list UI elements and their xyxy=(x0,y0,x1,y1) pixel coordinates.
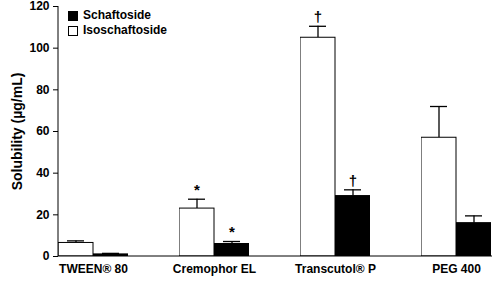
svg-text:†: † xyxy=(349,172,357,189)
svg-text:TWEEN® 80: TWEEN® 80 xyxy=(59,262,128,276)
svg-text:Cremophor EL: Cremophor EL xyxy=(173,262,256,276)
html-text:Schaftoside: Schaftoside xyxy=(83,8,151,22)
svg-text:20: 20 xyxy=(36,208,50,222)
svg-text:PEG 400: PEG 400 xyxy=(432,262,481,276)
svg-text:120: 120 xyxy=(29,0,49,13)
svg-text:100: 100 xyxy=(29,41,49,55)
svg-text:*: * xyxy=(194,181,200,198)
svg-text:60: 60 xyxy=(36,124,50,138)
svg-text:Transcutol® P: Transcutol® P xyxy=(295,262,376,276)
svg-text:0: 0 xyxy=(43,249,50,263)
svg-text:40: 40 xyxy=(36,166,50,180)
svg-text:80: 80 xyxy=(36,83,50,97)
svg-text:Solubility (µg/mL): Solubility (µg/mL) xyxy=(9,73,25,191)
html-text:Isoschaftoside: Isoschaftoside xyxy=(83,23,167,37)
svg-text:†: † xyxy=(314,8,322,25)
svg-text:*: * xyxy=(229,223,235,240)
